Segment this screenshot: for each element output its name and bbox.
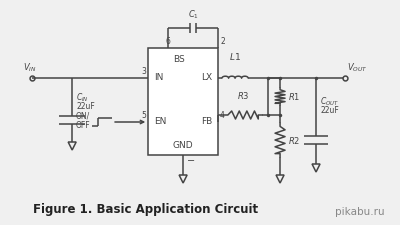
Text: OFF: OFF xyxy=(76,122,90,130)
Text: 5: 5 xyxy=(141,111,146,120)
Text: ON/: ON/ xyxy=(76,112,90,121)
Text: $R2$: $R2$ xyxy=(288,135,300,146)
Text: −: − xyxy=(187,156,195,166)
Text: $C_{IN}$: $C_{IN}$ xyxy=(76,92,89,104)
Text: Figure 1. Basic Application Circuit: Figure 1. Basic Application Circuit xyxy=(32,203,258,216)
Text: FB: FB xyxy=(201,117,212,126)
Text: $C_{OUT}$: $C_{OUT}$ xyxy=(320,96,339,108)
Text: 22uF: 22uF xyxy=(320,106,339,115)
Text: 22uF: 22uF xyxy=(76,102,95,111)
Text: GND: GND xyxy=(173,140,194,149)
Text: 6: 6 xyxy=(166,37,170,46)
Text: 2: 2 xyxy=(220,37,225,46)
Text: pikabu.ru: pikabu.ru xyxy=(335,207,385,217)
Text: $V_{IN}$: $V_{IN}$ xyxy=(23,61,37,74)
Text: EN: EN xyxy=(154,117,166,126)
Text: BS: BS xyxy=(173,56,185,65)
Text: $L1$: $L1$ xyxy=(229,51,241,62)
Bar xyxy=(148,48,218,155)
Text: 3: 3 xyxy=(141,67,146,76)
Text: $V_{OUT}$: $V_{OUT}$ xyxy=(347,61,368,74)
Text: IN: IN xyxy=(154,74,164,83)
Text: LX: LX xyxy=(201,74,212,83)
Text: $R1$: $R1$ xyxy=(288,91,300,102)
Text: 4: 4 xyxy=(220,111,225,120)
Text: $R3$: $R3$ xyxy=(237,90,249,101)
Text: $C_1$: $C_1$ xyxy=(188,9,198,21)
